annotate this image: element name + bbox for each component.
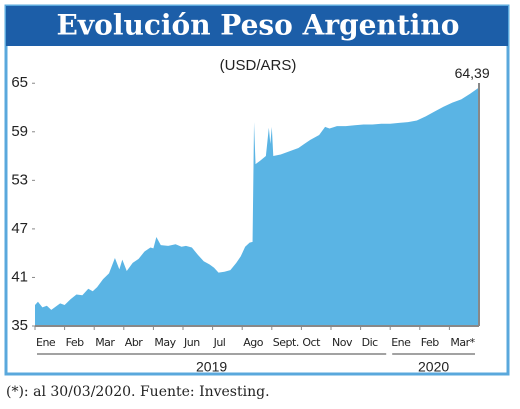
year-label: 2020 [418, 359, 449, 375]
x-tick-label: Mar* [450, 336, 475, 349]
y-tick-label: 47 [11, 220, 28, 237]
x-tick-label: Mar [95, 336, 115, 349]
y-tick-label: 65 [11, 74, 28, 91]
x-tick-label: Ago [243, 336, 264, 349]
title-banner [6, 6, 508, 46]
x-tick-label: Sept. [273, 336, 299, 349]
x-tick-label: Feb [66, 336, 84, 349]
y-tick-label: 59 [11, 123, 28, 140]
x-tick-label: May [154, 336, 176, 349]
chart-title: Evolución Peso Argentino [57, 9, 460, 42]
x-tick-label: Dic [362, 336, 379, 349]
x-tick-label: Ene [36, 336, 56, 349]
x-tick-label: Nov [332, 336, 353, 349]
x-tick-label: Ene [391, 336, 411, 349]
x-tick-label: Jun [183, 336, 200, 349]
footnote: (*): al 30/03/2020. Fuente: Investing. [6, 384, 270, 400]
chart-subtitle: (USD/ARS) [220, 57, 297, 74]
end-label: 64,39 [455, 65, 490, 81]
y-tick-label: 41 [11, 268, 28, 285]
x-tick-label: Feb [421, 336, 439, 349]
area [35, 88, 479, 326]
year-label: 2019 [196, 359, 227, 375]
x-tick-label: Oct [302, 336, 321, 349]
y-tick-label: 35 [11, 317, 28, 334]
y-tick-label: 53 [11, 171, 28, 188]
x-tick-label: Jul [213, 336, 226, 349]
x-tick-label: Abr [125, 336, 144, 349]
